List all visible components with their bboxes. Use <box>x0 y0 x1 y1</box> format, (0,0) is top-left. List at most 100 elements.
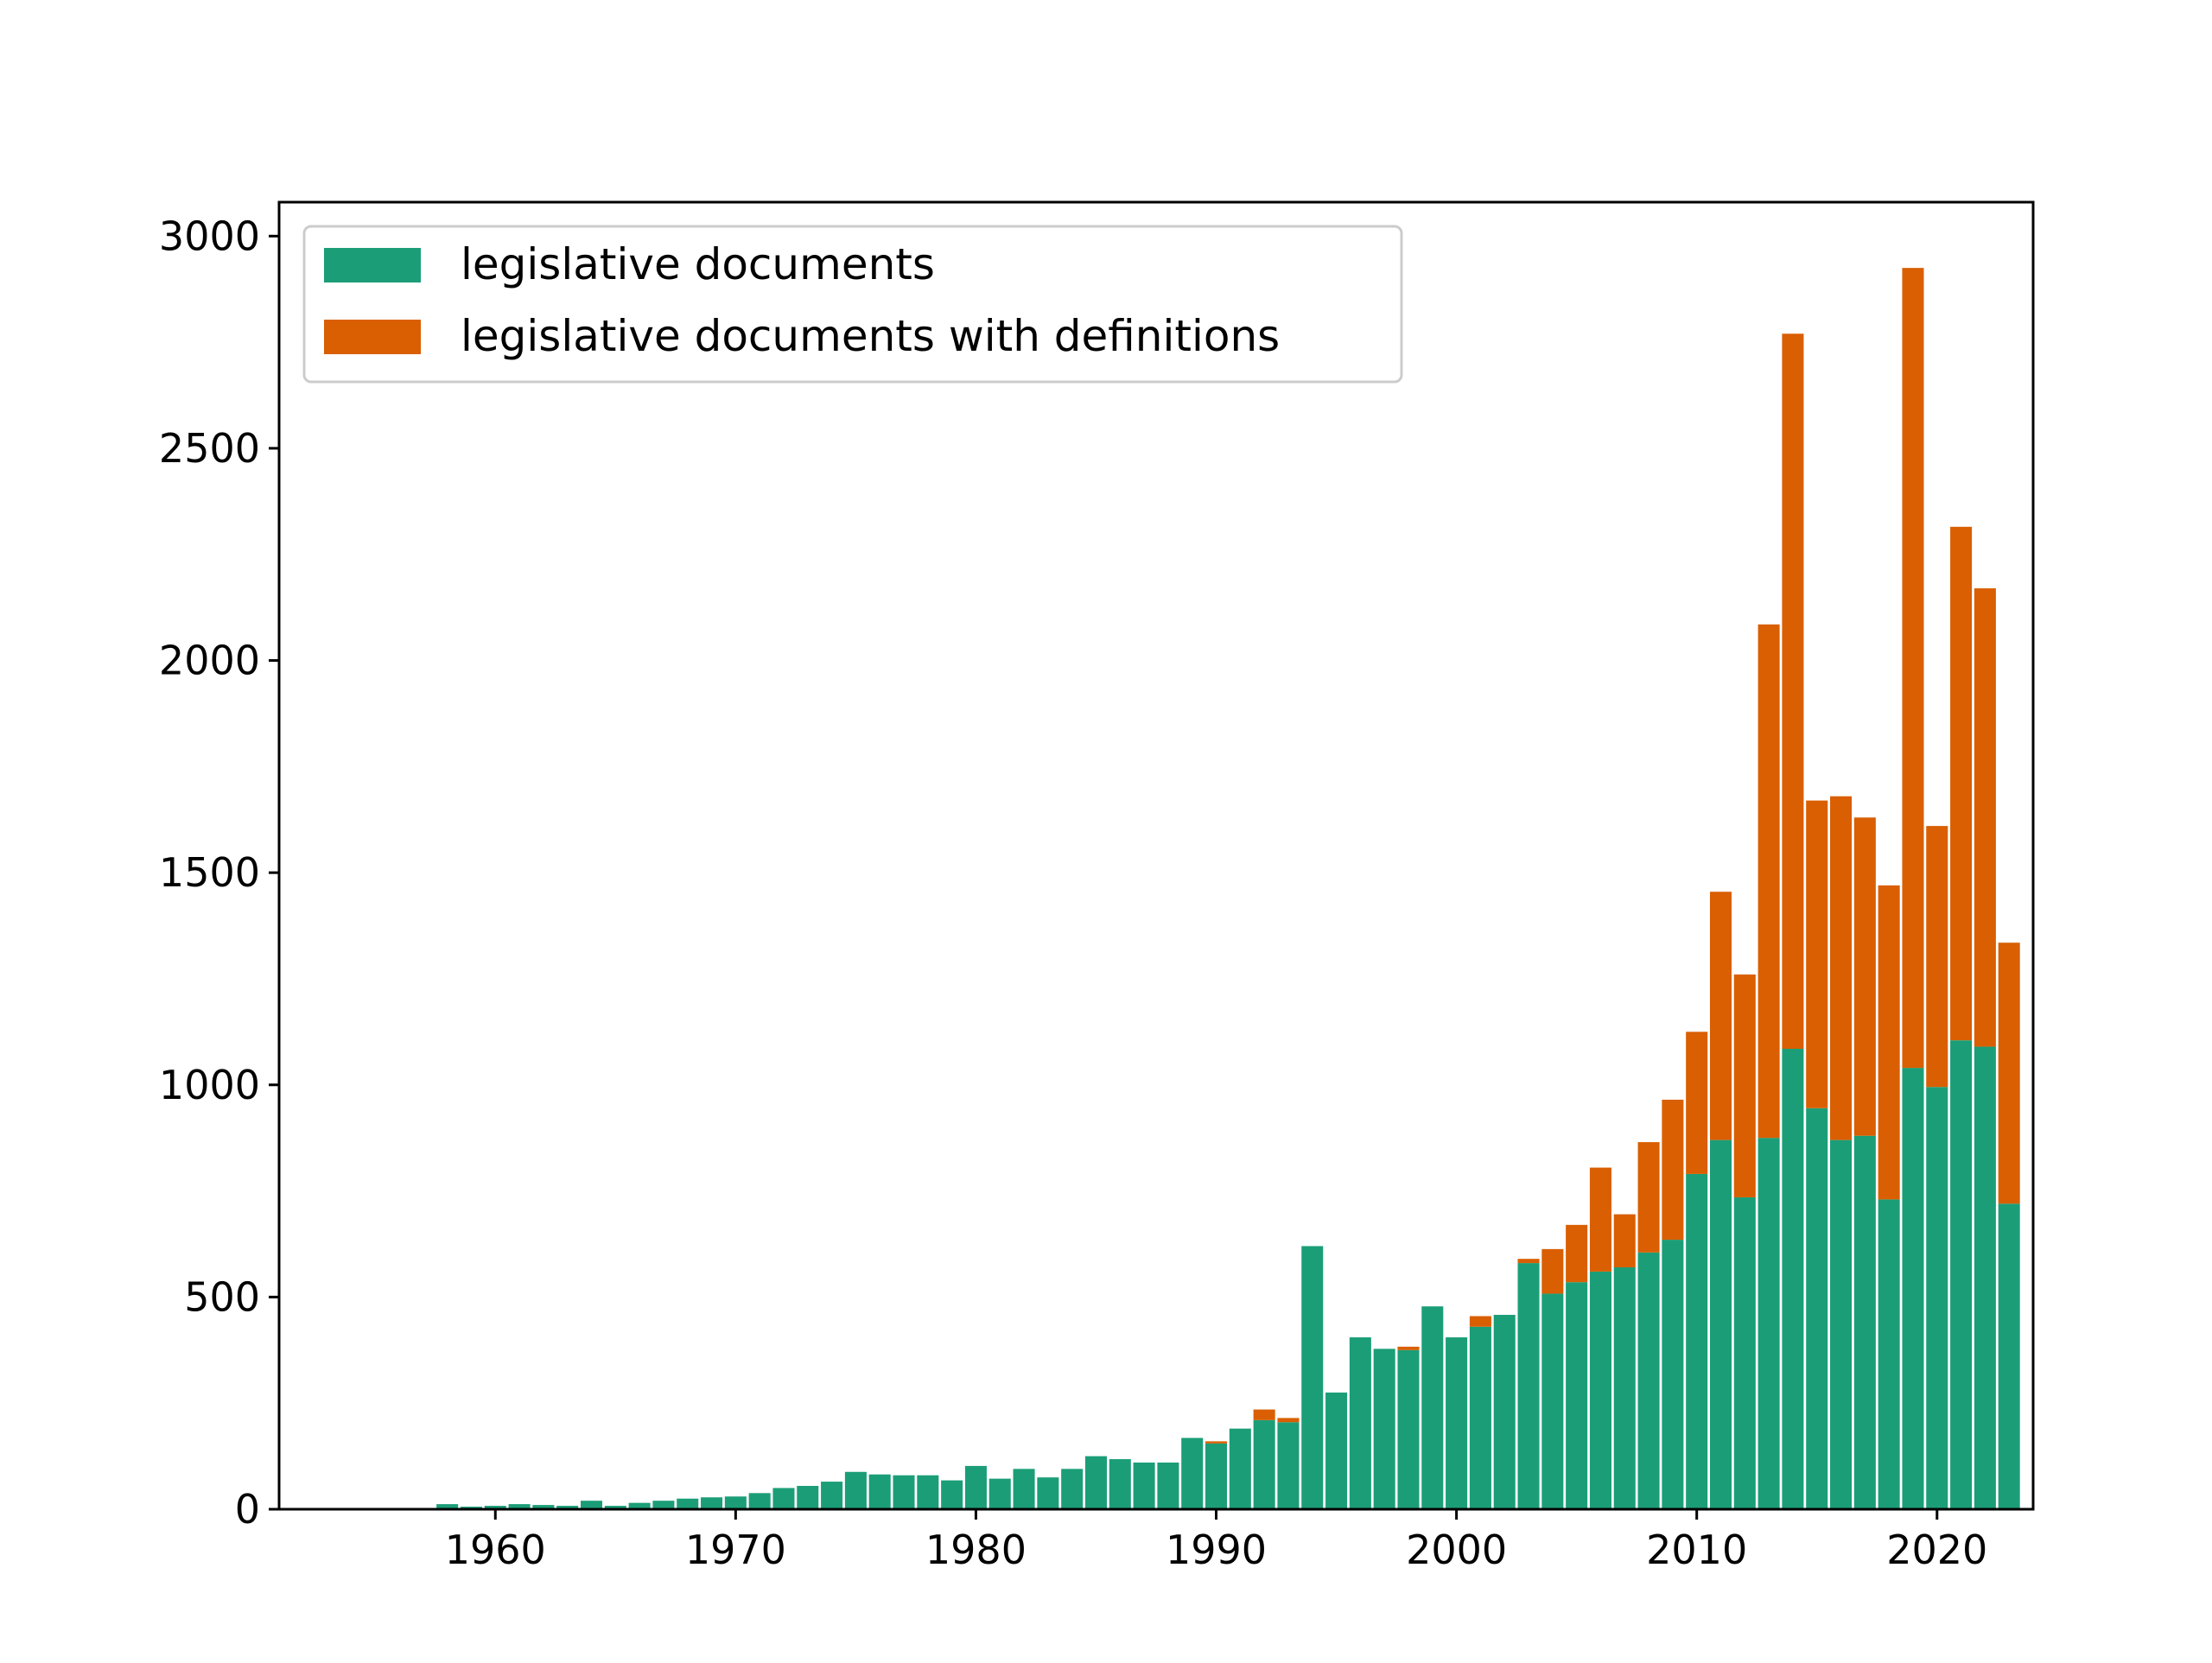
x-axis-ticks: 1960 1970 1980 1990 2000 2010 2020 <box>445 1509 1987 1573</box>
bar-legislative-documents-1972 <box>772 1488 795 1509</box>
bar-legislative-documents-1994 <box>1301 1246 1324 1509</box>
bar-legislative-documents-1970 <box>724 1496 747 1509</box>
bar-legislative-documents-1996 <box>1349 1337 1371 1509</box>
y-tick-label-0: 0 <box>235 1486 260 1533</box>
bar-with-definitions-2016 <box>1830 796 1853 1140</box>
bar-legislative-documents-1978 <box>917 1475 939 1509</box>
bar-legislative-documents-2014 <box>1782 1049 1804 1509</box>
bar-legislative-documents-1995 <box>1325 1392 1348 1509</box>
x-tick-label-2010: 2010 <box>1646 1527 1747 1573</box>
bar-legislative-documents-1960 <box>484 1506 506 1509</box>
bar-legislative-documents-2000 <box>1446 1337 1468 1509</box>
bar-legislative-documents-2003 <box>1517 1263 1540 1509</box>
bar-with-definitions-2021 <box>1950 526 1973 1041</box>
bar-legislative-documents-1980 <box>964 1465 987 1509</box>
bar-legislative-documents-1985 <box>1084 1456 1107 1509</box>
bar-legislative-documents-2008 <box>1637 1252 1660 1509</box>
bar-with-definitions-2010 <box>1686 1031 1708 1174</box>
bar-legislative-documents-1964 <box>580 1501 603 1509</box>
bar-legislative-documents-1999 <box>1421 1306 1444 1509</box>
bar-legislative-documents-1984 <box>1061 1469 1084 1509</box>
bar-with-definitions-2014 <box>1782 333 1804 1050</box>
bar-legislative-documents-2019 <box>1902 1068 1924 1509</box>
bar-legislative-documents-1989 <box>1181 1438 1204 1509</box>
x-tick-label-1970: 1970 <box>685 1527 786 1573</box>
bar-legislative-documents-1988 <box>1157 1462 1179 1509</box>
x-tick-label-2000: 2000 <box>1406 1527 1507 1573</box>
bar-with-definitions-2001 <box>1469 1316 1491 1327</box>
bar-legislative-documents-2017 <box>1853 1135 1876 1509</box>
bar-with-definitions-2011 <box>1709 892 1732 1140</box>
bar-legislative-documents-1982 <box>1013 1469 1035 1509</box>
bar-legislative-documents-2006 <box>1589 1271 1611 1509</box>
legend-label-2: legislative documents with definitions <box>461 311 1280 361</box>
bars-layer <box>436 268 2020 1509</box>
bar-with-definitions-2008 <box>1637 1142 1660 1253</box>
bar-legislative-documents-1998 <box>1397 1349 1420 1509</box>
bar-legislative-documents-2018 <box>1878 1199 1900 1509</box>
bar-legislative-documents-1993 <box>1277 1422 1300 1509</box>
bar-with-definitions-1990 <box>1205 1441 1228 1444</box>
bar-legislative-documents-1969 <box>701 1497 723 1509</box>
bar-with-definitions-2012 <box>1733 974 1756 1197</box>
bar-legislative-documents-1962 <box>532 1505 555 1509</box>
bar-with-definitions-2005 <box>1566 1224 1588 1283</box>
bar-legislative-documents-2015 <box>1806 1108 1828 1509</box>
bar-legislative-documents-1961 <box>508 1504 531 1509</box>
axes-frame <box>277 200 2035 1511</box>
bar-with-definitions-1998 <box>1397 1346 1420 1350</box>
bar-legislative-documents-1966 <box>628 1502 651 1509</box>
bar-legislative-documents-1968 <box>677 1498 699 1509</box>
bar-legislative-documents-1975 <box>844 1471 867 1509</box>
bar-with-definitions-2004 <box>1541 1248 1564 1294</box>
legend-swatch-1 <box>324 248 421 282</box>
bar-legislative-documents-2021 <box>1950 1040 1973 1509</box>
bar-with-definitions-2006 <box>1589 1167 1611 1272</box>
bar-with-definitions-2022 <box>1974 588 1996 1047</box>
x-tick-label-2020: 2020 <box>1886 1527 1987 1573</box>
bar-legislative-documents-1977 <box>893 1475 915 1509</box>
bar-with-definitions-2007 <box>1613 1214 1636 1267</box>
bar-legislative-documents-1971 <box>748 1493 771 1509</box>
legend: legislative documents legislative documen… <box>302 225 1403 384</box>
bar-legislative-documents-2007 <box>1613 1266 1636 1509</box>
legend-swatch-2 <box>324 320 421 354</box>
bar-with-definitions-2020 <box>1926 826 1948 1088</box>
bar-legislative-documents-2011 <box>1709 1139 1732 1509</box>
bar-legislative-documents-2022 <box>1974 1046 1996 1509</box>
bar-with-definitions-2015 <box>1806 800 1828 1108</box>
bar-with-definitions-2019 <box>1902 268 1924 1069</box>
bar-legislative-documents-2020 <box>1926 1087 1948 1509</box>
bar-legislative-documents-1967 <box>652 1501 675 1509</box>
y-tick-label-3000: 3000 <box>159 213 260 259</box>
y-tick-label-2500: 2500 <box>159 425 260 472</box>
bar-legislative-documents-1958 <box>436 1504 459 1509</box>
x-tick-label-1990: 1990 <box>1166 1527 1267 1573</box>
bar-with-definitions-1993 <box>1277 1418 1300 1423</box>
bar-with-definitions-2009 <box>1662 1099 1684 1241</box>
bar-legislative-documents-2002 <box>1493 1315 1516 1509</box>
bar-legislative-documents-1976 <box>868 1474 891 1509</box>
bar-legislative-documents-1991 <box>1229 1428 1251 1509</box>
bar-legislative-documents-1965 <box>604 1506 626 1509</box>
bar-legislative-documents-1963 <box>556 1506 579 1509</box>
bar-legislative-documents-1987 <box>1133 1462 1155 1509</box>
bar-with-definitions-1992 <box>1253 1409 1275 1420</box>
bar-legislative-documents-2001 <box>1469 1326 1491 1509</box>
bar-legislative-documents-1979 <box>941 1480 963 1509</box>
bar-legislative-documents-2012 <box>1733 1196 1756 1509</box>
bar-legislative-documents-2010 <box>1686 1173 1708 1509</box>
bar-legislative-documents-1992 <box>1253 1419 1275 1509</box>
y-tick-label-1500: 1500 <box>159 849 260 896</box>
bar-legislative-documents-1974 <box>821 1482 843 1509</box>
legend-box <box>302 225 1403 384</box>
bar-legislative-documents-2005 <box>1566 1282 1588 1509</box>
bar-with-definitions-2003 <box>1517 1259 1540 1264</box>
bar-with-definitions-2018 <box>1878 885 1900 1200</box>
y-tick-label-2000: 2000 <box>159 638 260 684</box>
bar-legislative-documents-1986 <box>1109 1459 1131 1509</box>
bar-with-definitions-2017 <box>1853 817 1876 1136</box>
bar-legislative-documents-2013 <box>1758 1138 1780 1509</box>
bar-legislative-documents-1997 <box>1373 1349 1395 1509</box>
